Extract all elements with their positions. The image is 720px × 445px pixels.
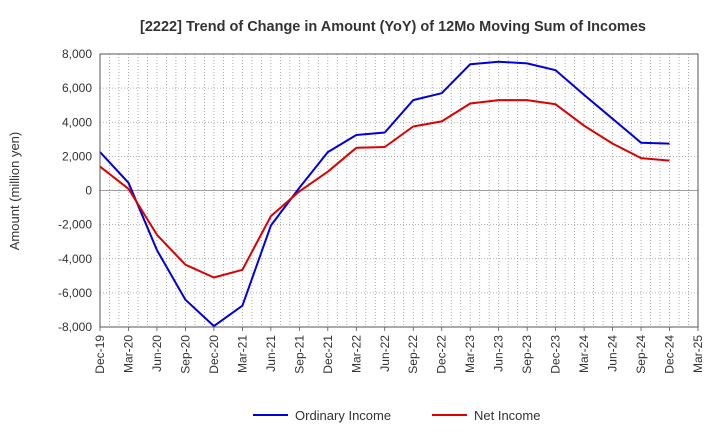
x-tick-label: Dec-22 — [435, 335, 449, 374]
x-tick-label: Mar-23 — [463, 335, 477, 373]
y-tick-label: -6,000 — [58, 286, 92, 300]
y-axis-label: Amount (million yen) — [7, 132, 22, 251]
y-tick-label: -2,000 — [58, 218, 92, 232]
y-tick-label: -4,000 — [58, 252, 92, 266]
chart-title: [2222] Trend of Change in Amount (YoY) o… — [140, 19, 646, 35]
legend-label: Ordinary Income — [295, 408, 391, 423]
x-tick-label: Jun-22 — [378, 335, 392, 372]
x-tick-label: Dec-24 — [663, 335, 677, 374]
x-tick-label: Dec-19 — [93, 335, 107, 374]
x-tick-label: Dec-20 — [207, 335, 221, 374]
x-tick-label: Sep-22 — [406, 335, 420, 374]
x-tick-labels: Dec-19 Mar-20 Jun-20 Sep-20 Dec-20 Mar-21 Jun-… — [93, 327, 705, 374]
x-tick-label: Sep-21 — [292, 335, 306, 374]
y-tick-label: 0 — [85, 184, 92, 198]
y-tick-label: 8,000 — [62, 47, 92, 61]
plot-frame — [99, 53, 699, 328]
x-tick-label: Jun-21 — [264, 335, 278, 372]
legend: Ordinary Income Net Income — [253, 408, 540, 423]
legend-label: Net Income — [474, 408, 540, 423]
x-tick-label: Mar-22 — [349, 335, 363, 373]
x-tick-label: Dec-21 — [321, 335, 335, 374]
y-tick-labels: 8,000 6,000 4,000 2,000 0 -2,000 -4,000 -6,000 -… — [58, 47, 92, 334]
y-tick-label: 6,000 — [62, 81, 92, 95]
x-tick-label: Dec-23 — [549, 335, 563, 374]
grid-layer — [100, 53, 698, 328]
series-line-net-income — [99, 99, 670, 279]
x-tick-label: Mar-24 — [577, 335, 591, 373]
x-tick-label: Jun-24 — [606, 335, 620, 372]
x-tick-label: Mar-21 — [235, 335, 249, 373]
x-tick-label: Sep-24 — [634, 335, 648, 374]
x-tick-label: Sep-20 — [178, 335, 192, 374]
x-tick-label: Mar-25 — [691, 335, 705, 373]
x-tick-label: Sep-23 — [520, 335, 534, 374]
x-tick-label: Jun-23 — [492, 335, 506, 372]
x-tick-label: Mar-20 — [121, 335, 135, 373]
x-tick-label: Jun-20 — [150, 335, 164, 372]
y-tick-label: 2,000 — [62, 149, 92, 163]
series-layer — [99, 60, 670, 328]
y-tick-label: -8,000 — [58, 320, 92, 334]
series-line-ordinary-income — [99, 60, 670, 328]
y-tick-label: 4,000 — [62, 115, 92, 129]
